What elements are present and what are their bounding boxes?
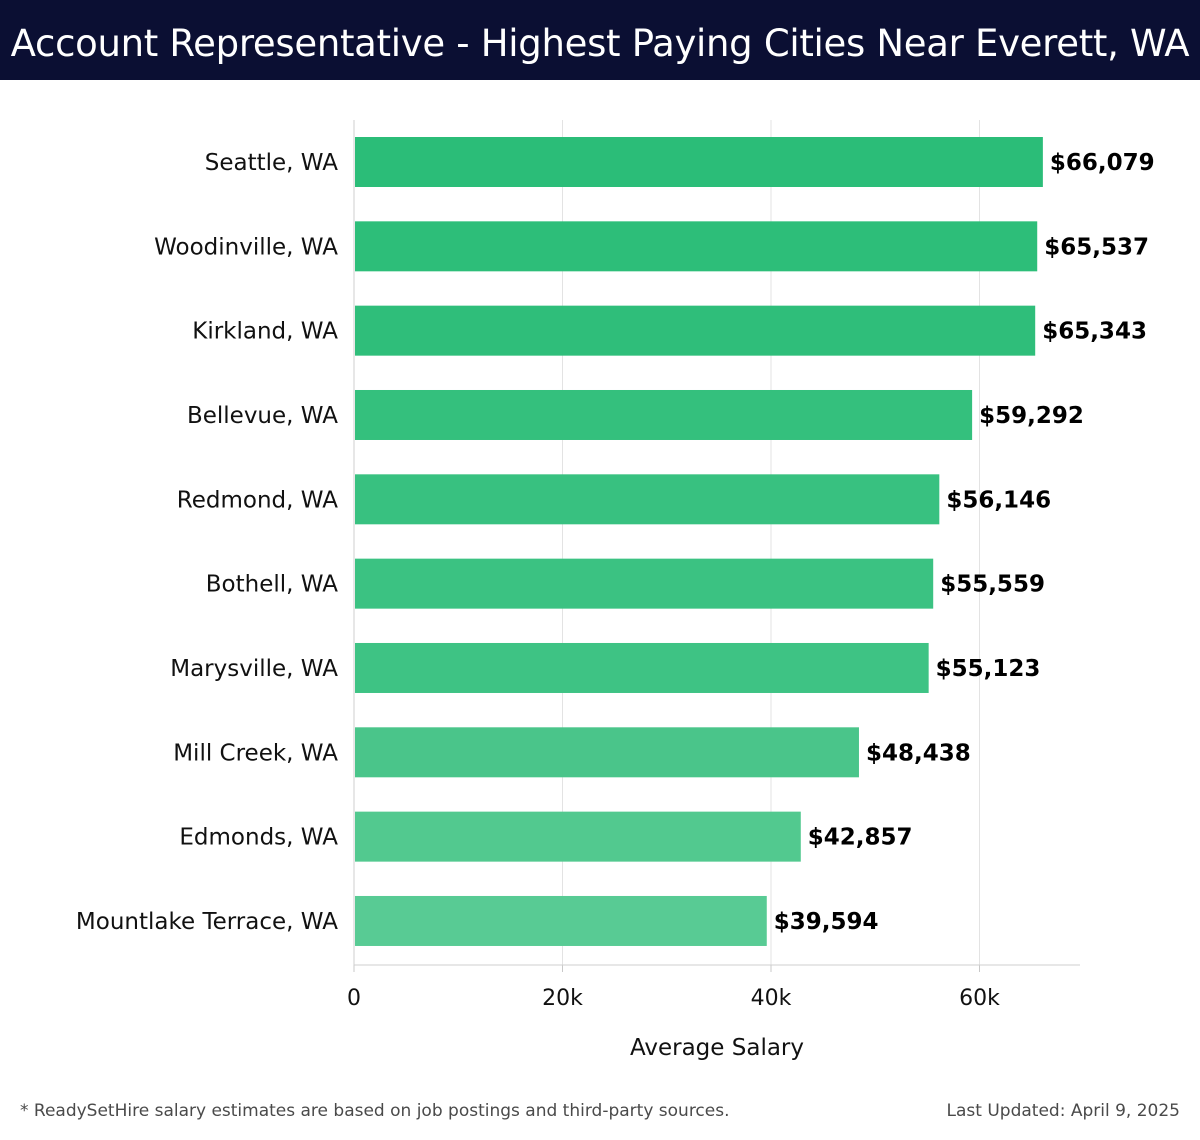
data-label: $59,292 bbox=[979, 403, 1084, 429]
category-label: Marysville, WA bbox=[170, 656, 338, 682]
footnote: * ReadySetHire salary estimates are base… bbox=[20, 1101, 730, 1121]
bar bbox=[355, 895, 767, 946]
labels: 0 20k 40k 60k Seattle, WA $66,079 Woodinville,… bbox=[76, 150, 1155, 1061]
data-label: $56,146 bbox=[946, 487, 1051, 513]
data-label: $65,537 bbox=[1044, 234, 1149, 260]
bar bbox=[355, 727, 859, 778]
last-updated: Last Updated: April 9, 2025 bbox=[946, 1101, 1180, 1121]
bar bbox=[355, 305, 1036, 356]
chart-title: Account Representative - Highest Paying … bbox=[10, 22, 1190, 65]
category-label: Redmond, WA bbox=[177, 487, 338, 513]
bar bbox=[355, 811, 801, 862]
category-label: Kirkland, WA bbox=[192, 319, 338, 345]
bar bbox=[355, 137, 1043, 187]
data-label: $66,079 bbox=[1050, 150, 1155, 176]
category-label: Seattle, WA bbox=[205, 150, 339, 176]
data-label: $65,343 bbox=[1042, 319, 1147, 345]
category-label: Mountlake Terrace, WA bbox=[76, 909, 338, 935]
data-label: $42,857 bbox=[808, 825, 913, 851]
category-label: Woodinville, WA bbox=[154, 234, 338, 260]
x-axis-title: Average Salary bbox=[630, 1035, 804, 1061]
bar bbox=[355, 642, 929, 693]
data-label: $55,559 bbox=[940, 572, 1045, 598]
category-label: Bothell, WA bbox=[206, 572, 338, 598]
category-label: Mill Creek, WA bbox=[173, 740, 338, 766]
bar bbox=[355, 558, 934, 609]
category-label: Bellevue, WA bbox=[187, 403, 338, 429]
axes bbox=[353, 120, 1080, 972]
chart-header: Account Representative - Highest Paying … bbox=[0, 0, 1200, 80]
x-tick-label: 40k bbox=[751, 986, 792, 1011]
data-label: $55,123 bbox=[936, 656, 1041, 682]
x-tick-label: 0 bbox=[347, 986, 361, 1011]
bar bbox=[355, 474, 940, 525]
data-label: $39,594 bbox=[774, 909, 879, 935]
x-tick-label: 60k bbox=[959, 986, 1000, 1011]
bar bbox=[355, 389, 973, 440]
x-tick-label: 20k bbox=[542, 986, 583, 1011]
bars bbox=[355, 137, 1043, 946]
data-label: $48,438 bbox=[866, 740, 971, 766]
salary-bar-chart: 0 20k 40k 60k Seattle, WA $66,079 Woodinville,… bbox=[76, 120, 1155, 1061]
category-label: Edmonds, WA bbox=[179, 825, 338, 851]
bar bbox=[355, 221, 1038, 272]
